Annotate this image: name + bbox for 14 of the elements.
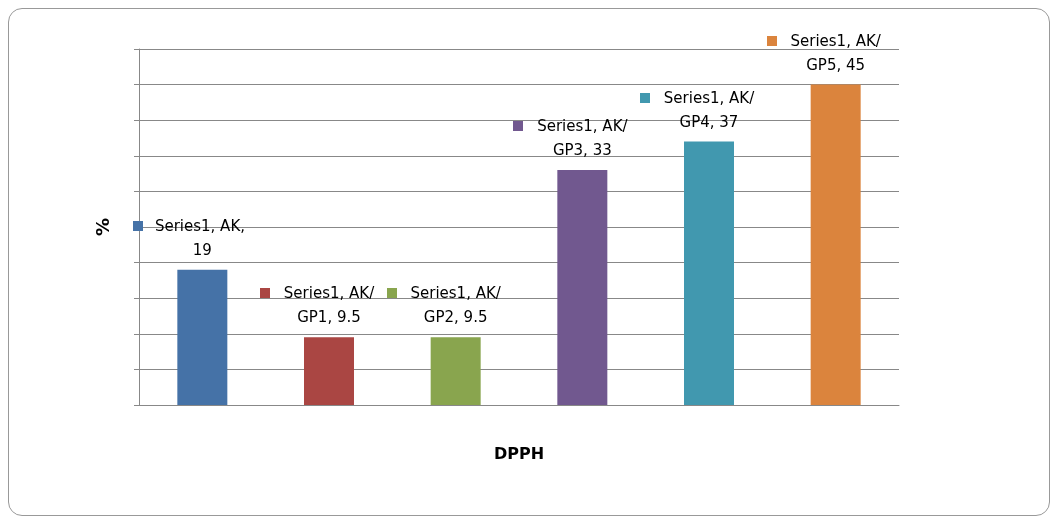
bar <box>177 269 228 405</box>
bar <box>304 337 354 405</box>
data-label: Series1, AK/GP1, 9.5 <box>283 284 376 327</box>
data-label: Series1, AK/GP2, 9.5 <box>410 284 502 327</box>
data-label: Series1, AK/GP3, 33 <box>537 117 629 160</box>
bar <box>810 84 861 405</box>
data-label: Series1, AK, 19 <box>154 216 250 259</box>
bar <box>684 141 734 405</box>
bar <box>430 337 481 405</box>
y-axis-title: % <box>91 217 113 237</box>
data-label: Series1, AK/GP5, 45 <box>790 31 882 74</box>
bar <box>557 170 608 405</box>
data-label: Series1, AK/GP4, 37 <box>663 88 756 131</box>
x-axis-title: DPPH <box>493 443 545 463</box>
